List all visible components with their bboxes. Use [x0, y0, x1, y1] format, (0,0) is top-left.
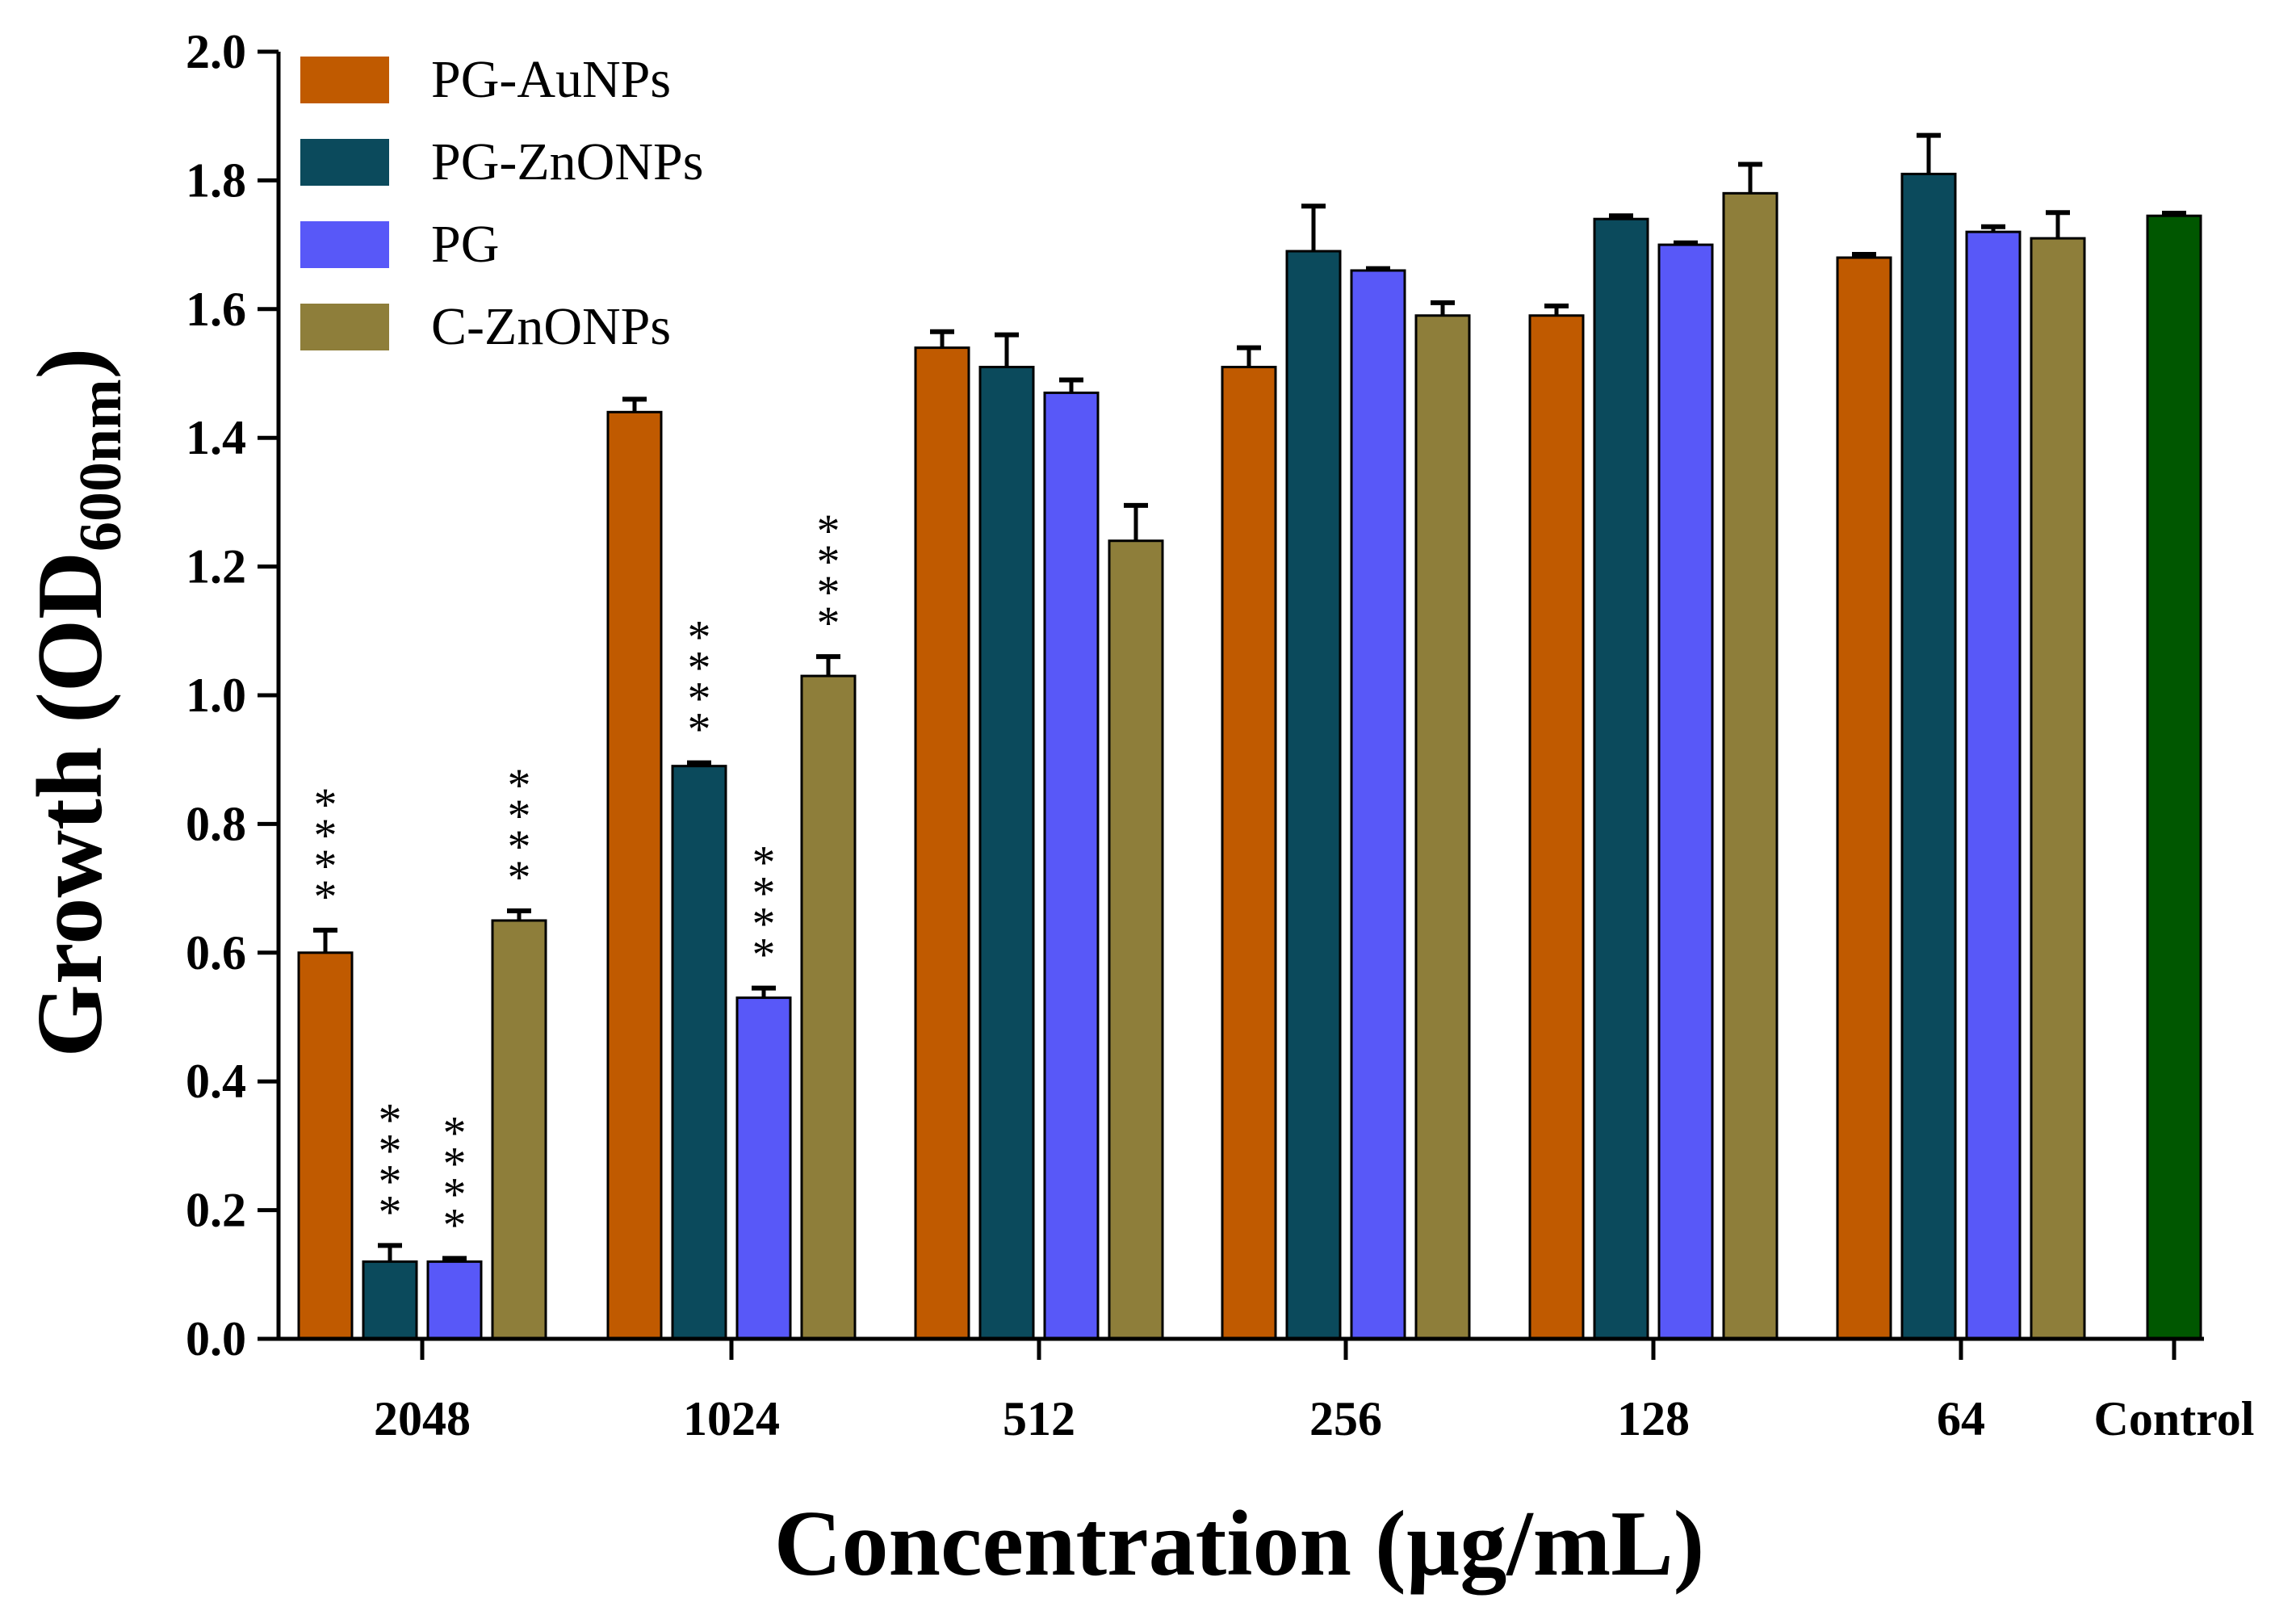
- s1-2048-sig-star: *: [379, 1185, 402, 1238]
- error-bars-layer: [313, 132, 2186, 1262]
- s0-512-bar: [914, 346, 970, 1340]
- s2-1024-bar: [735, 996, 792, 1340]
- x-tick-label: 64: [1937, 1392, 1985, 1445]
- s3-2048-sig-star: *: [508, 759, 531, 812]
- legend-swatch: [300, 139, 389, 186]
- y-tick-label: 1.8: [186, 153, 246, 207]
- s1-1024-sig-star: *: [688, 673, 711, 725]
- x-tick-label: 128: [1617, 1392, 1690, 1445]
- s1-2048-sig-star: *: [379, 1124, 402, 1177]
- s1-1024-sig-star: *: [688, 611, 711, 664]
- bars-layer: [297, 172, 2202, 1340]
- s2-1024-sig-star: *: [752, 867, 776, 920]
- x-tick-label: 512: [1003, 1392, 1075, 1445]
- s2-1024-sig-star: *: [752, 837, 776, 889]
- significance-markers-layer: ****************************: [314, 505, 840, 1251]
- s1-1024-sig-star: *: [688, 703, 711, 756]
- s3-64-bar: [2030, 237, 2086, 1340]
- s2-1024-sig-star: *: [752, 898, 776, 950]
- legend-label: PG-AuNPs: [431, 50, 671, 109]
- s2-2048-sig-star: *: [443, 1198, 467, 1251]
- y-axis-title-main: Growth (OD: [19, 552, 122, 1057]
- y-tick-label: 1.0: [186, 669, 246, 722]
- y-tick-label: 0.0: [186, 1312, 246, 1365]
- y-tick-label: 2.0: [186, 25, 246, 78]
- s1-512-bar: [978, 366, 1035, 1340]
- s3-1024-bar: [800, 674, 857, 1340]
- s0-128-bar: [1528, 314, 1585, 1340]
- s3-1024-sig-star: *: [817, 566, 840, 619]
- x-tick-label: 256: [1309, 1392, 1382, 1445]
- y-tick-label: 1.2: [186, 540, 246, 594]
- x-tick-label-control: Control: [2094, 1392, 2255, 1445]
- legend: PG-AuNPs PG-ZnONPs PG C-ZnONPs: [300, 50, 703, 356]
- s2-128-bar: [1657, 243, 1714, 1340]
- x-tick-label: 1024: [683, 1392, 780, 1445]
- s2-2048-sig-star: *: [443, 1106, 467, 1159]
- legend-label: C-ZnONPs: [431, 297, 671, 356]
- legend-swatch: [300, 304, 389, 350]
- s3-2048-sig-star: *: [508, 851, 531, 904]
- y-tick-label: 0.2: [186, 1184, 246, 1237]
- y-axis-title-subscript: 600nm: [68, 379, 134, 552]
- legend-swatch: [300, 221, 389, 268]
- s2-2048-bar: [426, 1260, 483, 1340]
- y-tick-label: 0.4: [186, 1055, 246, 1108]
- s2-1024-sig-star: *: [752, 929, 776, 981]
- control-bar: [2146, 214, 2202, 1340]
- s3-1024-sig-star: *: [817, 505, 840, 557]
- y-tick-label: 1.4: [186, 411, 246, 464]
- s1-1024-bar: [671, 765, 727, 1340]
- s1-1024-sig-star: *: [688, 642, 711, 694]
- s3-512-bar: [1108, 539, 1164, 1340]
- s0-2048-sig-star: *: [314, 778, 337, 831]
- s0-1024-bar: [606, 410, 663, 1340]
- s2-64-bar: [1965, 230, 2022, 1340]
- y-axis-title-close: ): [19, 348, 122, 380]
- s3-1024-sig-star: *: [817, 535, 840, 588]
- axes-layer: 0.0 0.2 0.4 0.6 0.8 1.0 1.2 1.4 1.6 1.8 2.0 2048 102…: [186, 25, 2254, 1445]
- y-axis-title: Growth (OD600nm): [19, 348, 134, 1058]
- s3-2048-sig-star: *: [508, 820, 531, 873]
- s0-2048-sig-star: *: [314, 840, 337, 892]
- s3-2048-sig-star: *: [508, 790, 531, 842]
- s2-2048-sig-star: *: [443, 1137, 467, 1189]
- s2-512-bar: [1043, 391, 1100, 1340]
- s1-2048-bar: [362, 1260, 418, 1340]
- s1-64-bar: [1900, 172, 1957, 1340]
- s2-256-bar: [1350, 269, 1406, 1340]
- s0-2048-sig-star: *: [314, 870, 337, 923]
- s3-2048-bar: [491, 919, 547, 1340]
- s1-256-bar: [1285, 250, 1342, 1340]
- s3-256-bar: [1414, 314, 1471, 1340]
- s0-256-bar: [1221, 366, 1277, 1340]
- y-tick-label: 1.6: [186, 283, 246, 336]
- x-tick-label: 2048: [374, 1392, 471, 1445]
- s0-64-bar: [1836, 256, 1892, 1340]
- x-axis-title: Concentration (µg/mL): [774, 1492, 1705, 1596]
- s3-1024-sig-star: *: [817, 597, 840, 649]
- s2-2048-sig-star: *: [443, 1168, 467, 1220]
- s1-2048-sig-star: *: [379, 1093, 402, 1146]
- legend-label: PG: [431, 215, 499, 274]
- s1-128-bar: [1593, 217, 1649, 1340]
- y-tick-label: 0.8: [186, 797, 246, 850]
- s3-128-bar: [1722, 191, 1779, 1340]
- s0-2048-bar: [297, 951, 354, 1340]
- legend-label: PG-ZnONPs: [431, 132, 703, 191]
- s0-2048-sig-star: *: [314, 809, 337, 862]
- legend-swatch: [300, 57, 389, 103]
- y-tick-label: 0.6: [186, 926, 246, 979]
- s1-2048-sig-star: *: [379, 1155, 402, 1207]
